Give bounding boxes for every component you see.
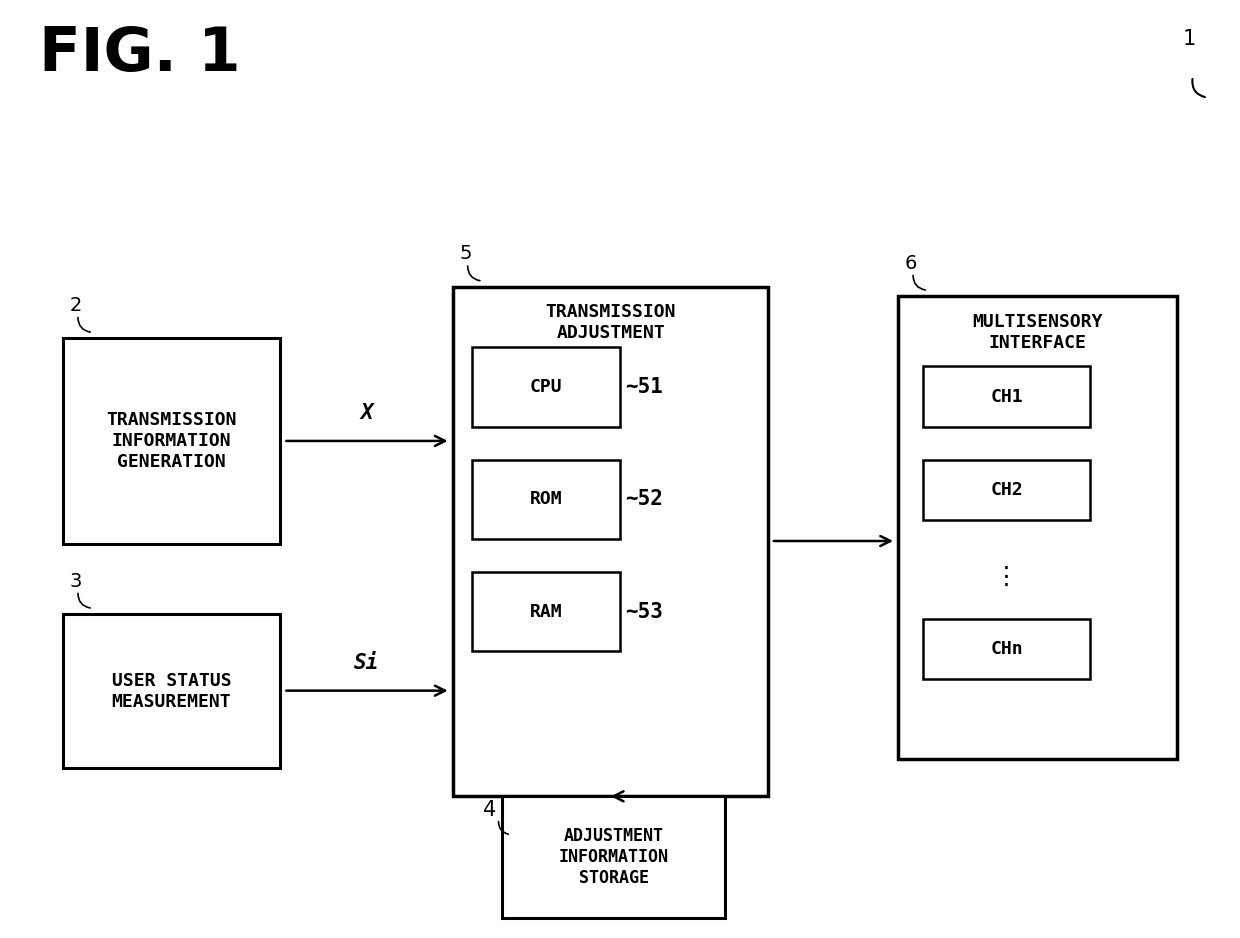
Bar xyxy=(923,619,1090,679)
Text: CH2: CH2 xyxy=(991,481,1023,499)
Text: 2: 2 xyxy=(69,295,82,314)
Text: Si: Si xyxy=(355,653,379,673)
Bar xyxy=(453,287,769,796)
Text: CPU: CPU xyxy=(529,378,562,396)
Text: 3: 3 xyxy=(69,571,82,591)
Text: FIG. 1: FIG. 1 xyxy=(38,24,241,83)
Text: ROM: ROM xyxy=(529,491,562,508)
Text: CH1: CH1 xyxy=(991,387,1023,405)
Bar xyxy=(471,572,620,651)
Text: CHn: CHn xyxy=(991,640,1023,658)
Bar xyxy=(63,338,280,544)
Text: ~52: ~52 xyxy=(625,490,663,509)
Text: 6: 6 xyxy=(904,253,916,273)
Text: 4: 4 xyxy=(484,800,496,820)
Text: X: X xyxy=(361,403,373,423)
Text: ADJUSTMENT
INFORMATION
STORAGE: ADJUSTMENT INFORMATION STORAGE xyxy=(559,827,668,887)
Text: 5: 5 xyxy=(459,244,471,264)
Bar xyxy=(502,796,725,918)
Bar xyxy=(898,296,1177,759)
Text: USER STATUS
MEASUREMENT: USER STATUS MEASUREMENT xyxy=(112,672,232,710)
Text: TRANSMISSION
INFORMATION
GENERATION: TRANSMISSION INFORMATION GENERATION xyxy=(107,411,237,471)
Text: MULTISENSORY
INTERFACE: MULTISENSORY INTERFACE xyxy=(972,312,1102,352)
Bar xyxy=(471,460,620,539)
Text: TRANSMISSION
ADJUSTMENT: TRANSMISSION ADJUSTMENT xyxy=(546,304,676,342)
Text: 1: 1 xyxy=(1183,29,1197,50)
Text: ⋮: ⋮ xyxy=(993,565,1018,588)
Bar xyxy=(923,460,1090,521)
Bar xyxy=(63,614,280,768)
Text: ~51: ~51 xyxy=(625,377,663,397)
Bar xyxy=(923,366,1090,427)
Text: RAM: RAM xyxy=(529,602,562,621)
Text: ~53: ~53 xyxy=(625,601,663,622)
Bar xyxy=(471,347,620,427)
